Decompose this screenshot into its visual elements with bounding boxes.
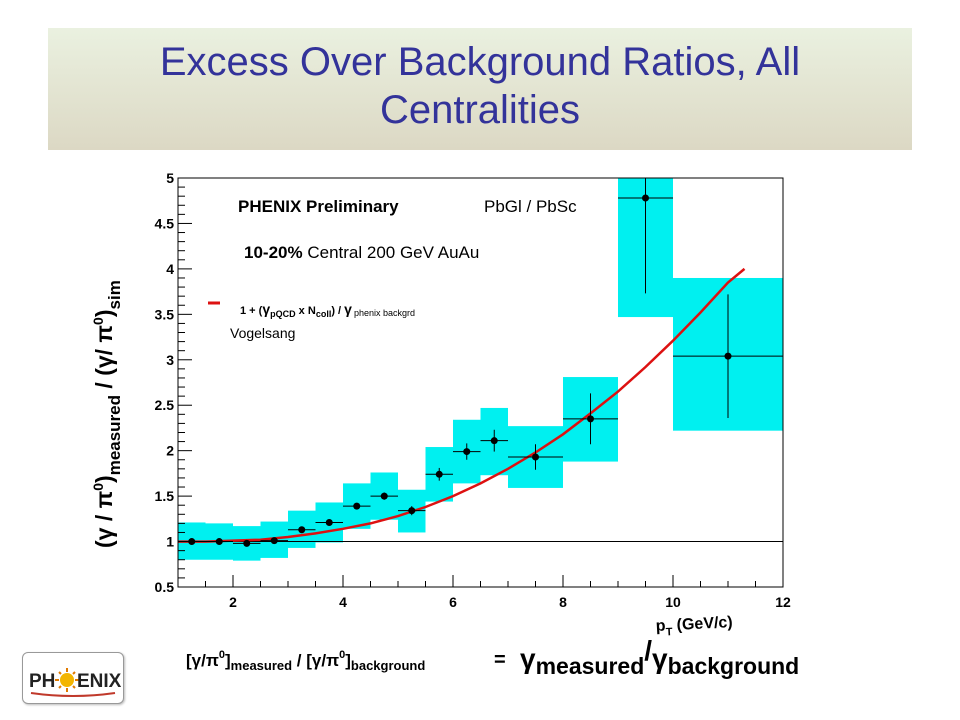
formula-close-2: ]	[345, 651, 351, 670]
preliminary-label: PHENIX Preliminary	[238, 197, 399, 216]
formula-open-1: [γ/π	[186, 651, 219, 670]
ylabel-part4: )	[91, 309, 117, 317]
formula-slash: /	[292, 651, 306, 670]
x-tick-label-0: 2	[229, 594, 237, 610]
ylabel-part2: )	[91, 475, 117, 483]
legend-gamma-1: γ	[262, 301, 270, 317]
x-tick-label-3: 8	[559, 594, 567, 610]
data-point-14	[642, 194, 649, 202]
y-tick-label-9: 5	[166, 170, 174, 186]
legend-post: ) /	[331, 305, 344, 317]
formula-open-2: [γ/π	[306, 651, 339, 670]
systematic-bands	[178, 178, 783, 561]
data-point-11	[490, 437, 498, 445]
formula-right: γmeasured/γbackground	[520, 635, 799, 679]
data-point-9	[435, 470, 443, 478]
ylabel-part3: / (γ/ π	[91, 325, 117, 395]
formula-big-background: background	[668, 653, 800, 679]
data-point-1	[215, 538, 223, 546]
data-point-3	[270, 537, 278, 545]
logo-text-right: ENIX	[77, 671, 122, 692]
y-tick-label-1: 1	[166, 534, 174, 550]
legend-sub-backgrd: phenix backgrd	[354, 308, 415, 318]
formula-sub-background: background	[351, 658, 425, 673]
data-point-7	[380, 492, 388, 500]
formula-sup-2: 0	[339, 649, 345, 661]
title-line-2: Centralities	[379, 88, 581, 132]
data-point-4	[298, 526, 306, 534]
y-tick-label-6: 3.5	[155, 306, 175, 322]
ylabel-sup1: 0	[90, 483, 106, 491]
legend-formula: 1 + (γpQCD x Ncoll) / γ phenix backgrd	[240, 301, 415, 319]
legend-mid: x N	[296, 305, 316, 317]
y-tick-label-0: 0.5	[155, 579, 175, 595]
x-tick-label-2: 6	[449, 594, 457, 610]
data-point-12	[532, 453, 539, 461]
centrality-percent: 10-20%	[244, 243, 303, 262]
xlabel-sub: T	[666, 626, 674, 638]
formula-gamma-2: γ	[652, 643, 668, 674]
formula-big-measured: measured	[536, 653, 645, 679]
data-point-5	[325, 518, 333, 526]
y-axis-label: (γ / π0)measured / (γ/ π0)sim	[90, 280, 124, 548]
slide-title: Excess Over Background Ratios, All Centr…	[48, 38, 912, 134]
centrality-rest: Central 200 GeV AuAu	[307, 243, 479, 262]
formula-close-1: ]	[225, 651, 231, 670]
xlabel-p: p	[655, 617, 666, 635]
y-tick-label-7: 4	[166, 261, 174, 277]
formula-sub-measured: measured	[231, 658, 292, 673]
legend-sub-coll: coll	[316, 309, 332, 319]
x-tick-label-1: 4	[339, 594, 347, 610]
data-point-10	[463, 448, 471, 456]
axes: 2 4 6 8 10 12 0.5 1 1.5 2 2.5 3 3.5 4 4.5 5	[155, 170, 791, 610]
y-tick-label-8: 4.5	[155, 215, 175, 231]
data-point-13	[587, 415, 594, 423]
formula-gamma-1: γ	[520, 643, 536, 674]
legend-sub-pqcd: pQCD	[270, 309, 296, 319]
x-tick-label-4: 10	[665, 594, 681, 610]
centrality-label: 10-20% Central 200 GeV AuAu	[244, 243, 479, 262]
y-tick-label-3: 2	[166, 443, 174, 459]
formula-equals: =	[494, 649, 506, 671]
legend-pre: 1 + (	[240, 305, 263, 317]
data-point-6	[353, 502, 361, 510]
y-tick-label-2: 1.5	[155, 488, 175, 504]
formula-left: [γ/π0]measured / [γ/π0]background	[186, 649, 425, 673]
formula-big-slash: /	[644, 635, 652, 666]
ylabel-part1: (γ / π	[91, 491, 117, 548]
data-points	[188, 194, 732, 547]
data-point-8	[408, 507, 416, 515]
legend-gamma-2: γ	[344, 301, 352, 317]
data-point-15	[724, 352, 732, 360]
title-line-1: Excess Over Background Ratios, All	[159, 40, 801, 84]
logo-text-left: PH	[29, 671, 55, 692]
y-tick-label-4: 2.5	[155, 397, 175, 413]
title-bar: Excess Over Background Ratios, All Centr…	[48, 28, 912, 150]
data-point-2	[243, 539, 251, 547]
x-tick-label-5: 12	[775, 594, 791, 610]
ylabel-sup2: 0	[90, 317, 106, 325]
x-axis-label: pT (GeV/c)	[655, 614, 733, 639]
logo-sun-icon	[55, 668, 79, 692]
phenix-logo: PH ENIX	[22, 652, 124, 704]
detectors-label: PbGl / PbSc	[484, 197, 577, 216]
legend-author: Vogelsang	[230, 325, 295, 341]
formula-sup-1: 0	[219, 649, 225, 661]
ylabel-sub-sim: sim	[105, 280, 124, 309]
xlabel-unit: (GeV/c)	[672, 614, 733, 634]
phenix-logo-art: PH ENIX	[29, 668, 122, 697]
ylabel-sub-measured: measured	[105, 395, 124, 475]
y-tick-label-5: 3	[166, 352, 174, 368]
